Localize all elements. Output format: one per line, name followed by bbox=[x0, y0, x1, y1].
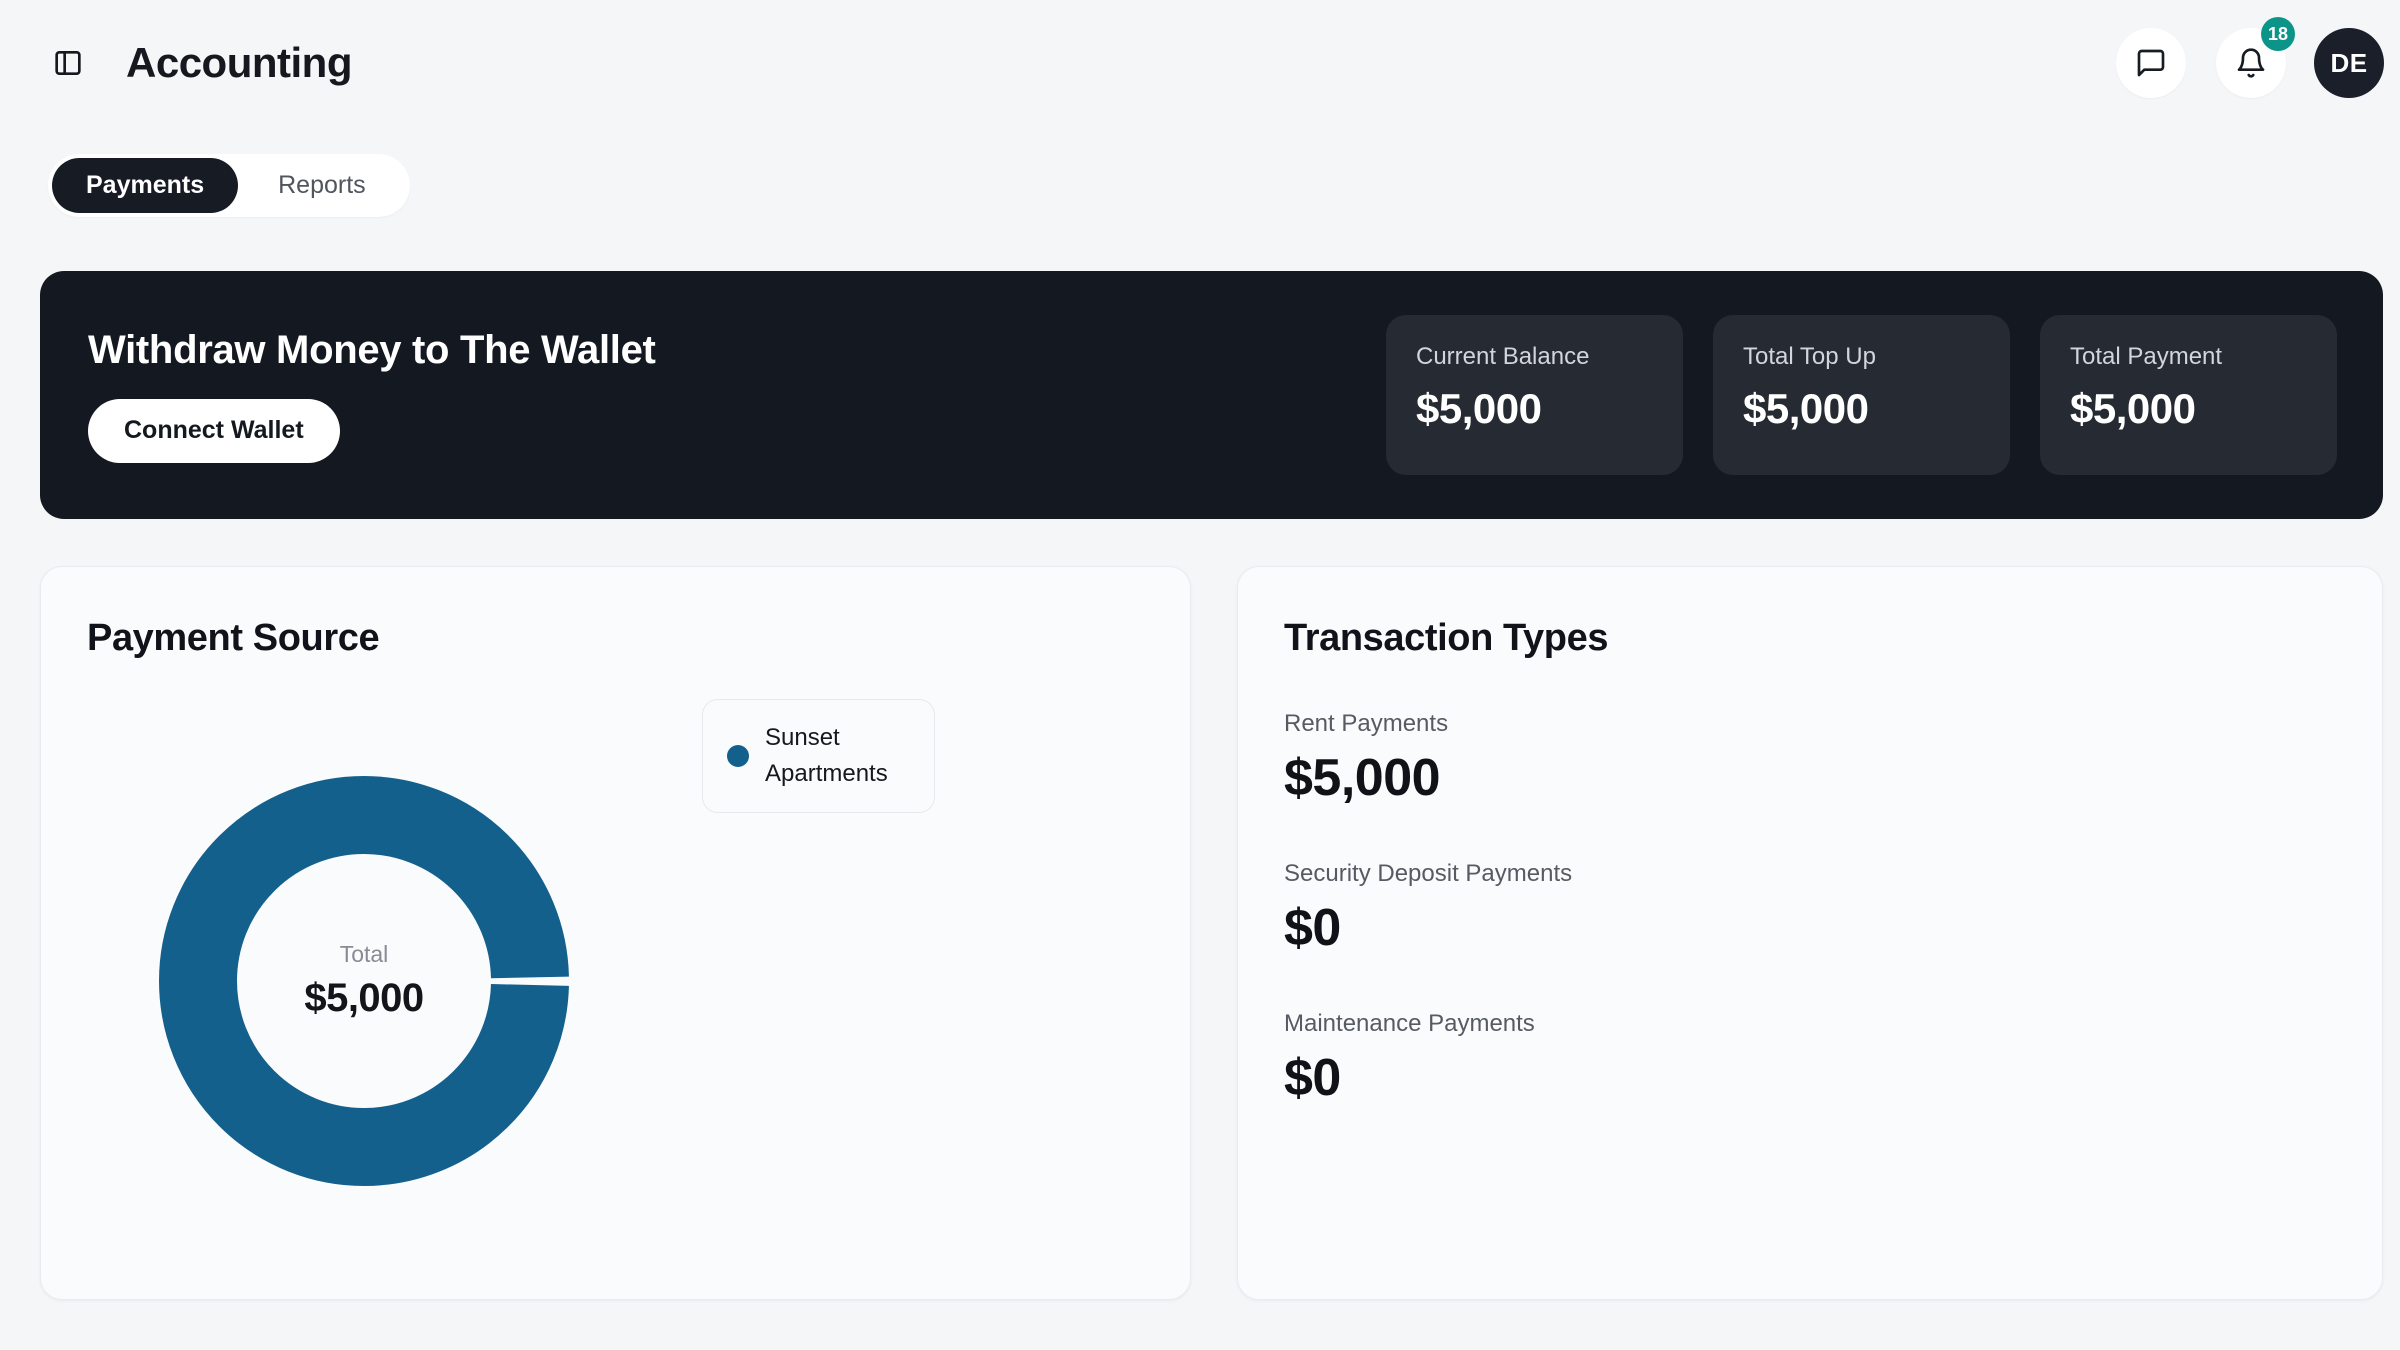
stat-tile-total-top-up: Total Top Up $5,000 bbox=[1713, 315, 2010, 475]
banner-title: Withdraw Money to The Wallet bbox=[88, 327, 656, 372]
cards-row: Payment Source Total $5,000 Sunset Apart… bbox=[40, 566, 2383, 1300]
legend-swatch-sunset-apartments bbox=[727, 745, 749, 767]
notifications-button[interactable]: 18 bbox=[2216, 17, 2295, 98]
notification-badge: 18 bbox=[2261, 17, 2295, 51]
transaction-label: Rent Payments bbox=[1284, 710, 1449, 737]
top-bar: Accounting 18 DE bbox=[0, 0, 2400, 98]
donut-ring bbox=[159, 776, 569, 1186]
stat-value: $5,000 bbox=[2070, 385, 2196, 432]
transaction-value: $5,000 bbox=[1284, 749, 1441, 807]
banner-left: Withdraw Money to The Wallet Connect Wal… bbox=[88, 328, 656, 463]
connect-wallet-button[interactable]: Connect Wallet bbox=[88, 398, 340, 463]
chat-icon bbox=[2137, 49, 2165, 77]
wallet-banner: Withdraw Money to The Wallet Connect Wal… bbox=[40, 271, 2383, 519]
transaction-label: Security Deposit Payments bbox=[1284, 860, 1573, 887]
bell-icon bbox=[2237, 48, 2265, 78]
transaction-label: Maintenance Payments bbox=[1284, 1010, 1535, 1037]
transaction-value: $0 bbox=[1284, 1049, 1341, 1107]
page-title: Accounting bbox=[126, 39, 352, 86]
header-actions: 18 DE bbox=[2086, 17, 2384, 98]
messages-button[interactable] bbox=[2116, 28, 2186, 98]
stat-tile-current-balance: Current Balance $5,000 bbox=[1386, 315, 1683, 475]
transaction-item-security-deposit-payments: Security Deposit Payments $0 bbox=[1284, 860, 2336, 958]
donut-chart: Total $5,000 Sunset Apartments bbox=[41, 567, 1190, 1299]
tab-reports[interactable]: Reports bbox=[238, 158, 406, 213]
sidebar-toggle-button[interactable] bbox=[48, 43, 88, 83]
payment-source-card: Payment Source Total $5,000 Sunset Apart… bbox=[40, 566, 1191, 1300]
stat-label: Current Balance bbox=[1416, 343, 1590, 370]
transaction-value: $0 bbox=[1284, 899, 1341, 957]
stat-value: $5,000 bbox=[1743, 385, 1869, 432]
panel-left-icon bbox=[55, 51, 81, 75]
tab-bar: Payments Reports bbox=[48, 154, 410, 217]
stat-label: Total Payment bbox=[2070, 343, 2223, 370]
transaction-item-rent-payments: Rent Payments $5,000 bbox=[1284, 710, 2336, 808]
transaction-types-card: Transaction Types Rent Payments $5,000 S… bbox=[1237, 566, 2383, 1300]
stat-value: $5,000 bbox=[1416, 385, 1542, 432]
chart-legend: Sunset Apartments bbox=[702, 699, 935, 813]
stat-tile-total-payment: Total Payment $5,000 bbox=[2040, 315, 2337, 475]
transaction-item-maintenance-payments: Maintenance Payments $0 bbox=[1284, 1010, 2336, 1108]
payment-source-title: Payment Source bbox=[87, 617, 380, 659]
avatar[interactable]: DE bbox=[2314, 28, 2384, 98]
stat-label: Total Top Up bbox=[1743, 343, 1876, 370]
tab-payments[interactable]: Payments bbox=[52, 158, 239, 213]
legend-label-sunset-apartments: Sunset Apartments bbox=[765, 724, 888, 787]
banner-stats: Current Balance $5,000 Total Top Up $5,0… bbox=[1386, 315, 2337, 475]
transaction-types-title: Transaction Types bbox=[1284, 617, 1609, 659]
donut-segment-sunset-apartments[interactable] bbox=[159, 776, 569, 1186]
